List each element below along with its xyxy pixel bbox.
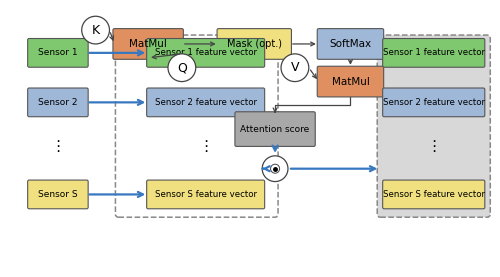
Circle shape	[168, 54, 196, 82]
Circle shape	[281, 54, 309, 82]
FancyBboxPatch shape	[317, 29, 384, 59]
Text: Sensor 2: Sensor 2	[38, 98, 78, 107]
Text: Q: Q	[177, 61, 187, 74]
Text: Mask (opt.): Mask (opt.)	[227, 39, 282, 49]
Text: MatMul: MatMul	[129, 39, 167, 49]
FancyBboxPatch shape	[28, 39, 88, 67]
FancyBboxPatch shape	[217, 29, 292, 59]
FancyBboxPatch shape	[146, 39, 264, 67]
FancyBboxPatch shape	[113, 29, 184, 59]
Text: SoftMax: SoftMax	[330, 39, 372, 49]
Text: MatMul: MatMul	[332, 76, 370, 87]
Text: Sensor 1: Sensor 1	[38, 48, 78, 57]
Text: Sensor 1 feature vector: Sensor 1 feature vector	[382, 48, 484, 57]
FancyBboxPatch shape	[28, 88, 88, 117]
Text: Sensor S feature vector: Sensor S feature vector	[154, 190, 256, 199]
Circle shape	[82, 16, 110, 44]
Text: V: V	[290, 61, 299, 74]
Text: Sensor 2 feature vector: Sensor 2 feature vector	[382, 98, 484, 107]
FancyBboxPatch shape	[146, 88, 264, 117]
Text: ⋮: ⋮	[426, 139, 442, 154]
FancyBboxPatch shape	[146, 180, 264, 209]
Text: Sensor S feature vector: Sensor S feature vector	[382, 190, 484, 199]
Text: Sensor S: Sensor S	[38, 190, 78, 199]
Text: K: K	[92, 24, 100, 37]
FancyBboxPatch shape	[382, 88, 485, 117]
FancyBboxPatch shape	[382, 180, 485, 209]
Text: ⋮: ⋮	[50, 139, 66, 154]
FancyBboxPatch shape	[28, 180, 88, 209]
FancyBboxPatch shape	[317, 66, 384, 97]
FancyBboxPatch shape	[382, 39, 485, 67]
Text: Sensor 2 feature vector: Sensor 2 feature vector	[154, 98, 256, 107]
Text: ⋮: ⋮	[198, 139, 214, 154]
Text: Sensor 1 feature vector: Sensor 1 feature vector	[154, 48, 256, 57]
Circle shape	[262, 156, 288, 181]
Text: Attention score: Attention score	[240, 125, 310, 134]
FancyBboxPatch shape	[377, 35, 490, 217]
FancyBboxPatch shape	[235, 112, 315, 147]
